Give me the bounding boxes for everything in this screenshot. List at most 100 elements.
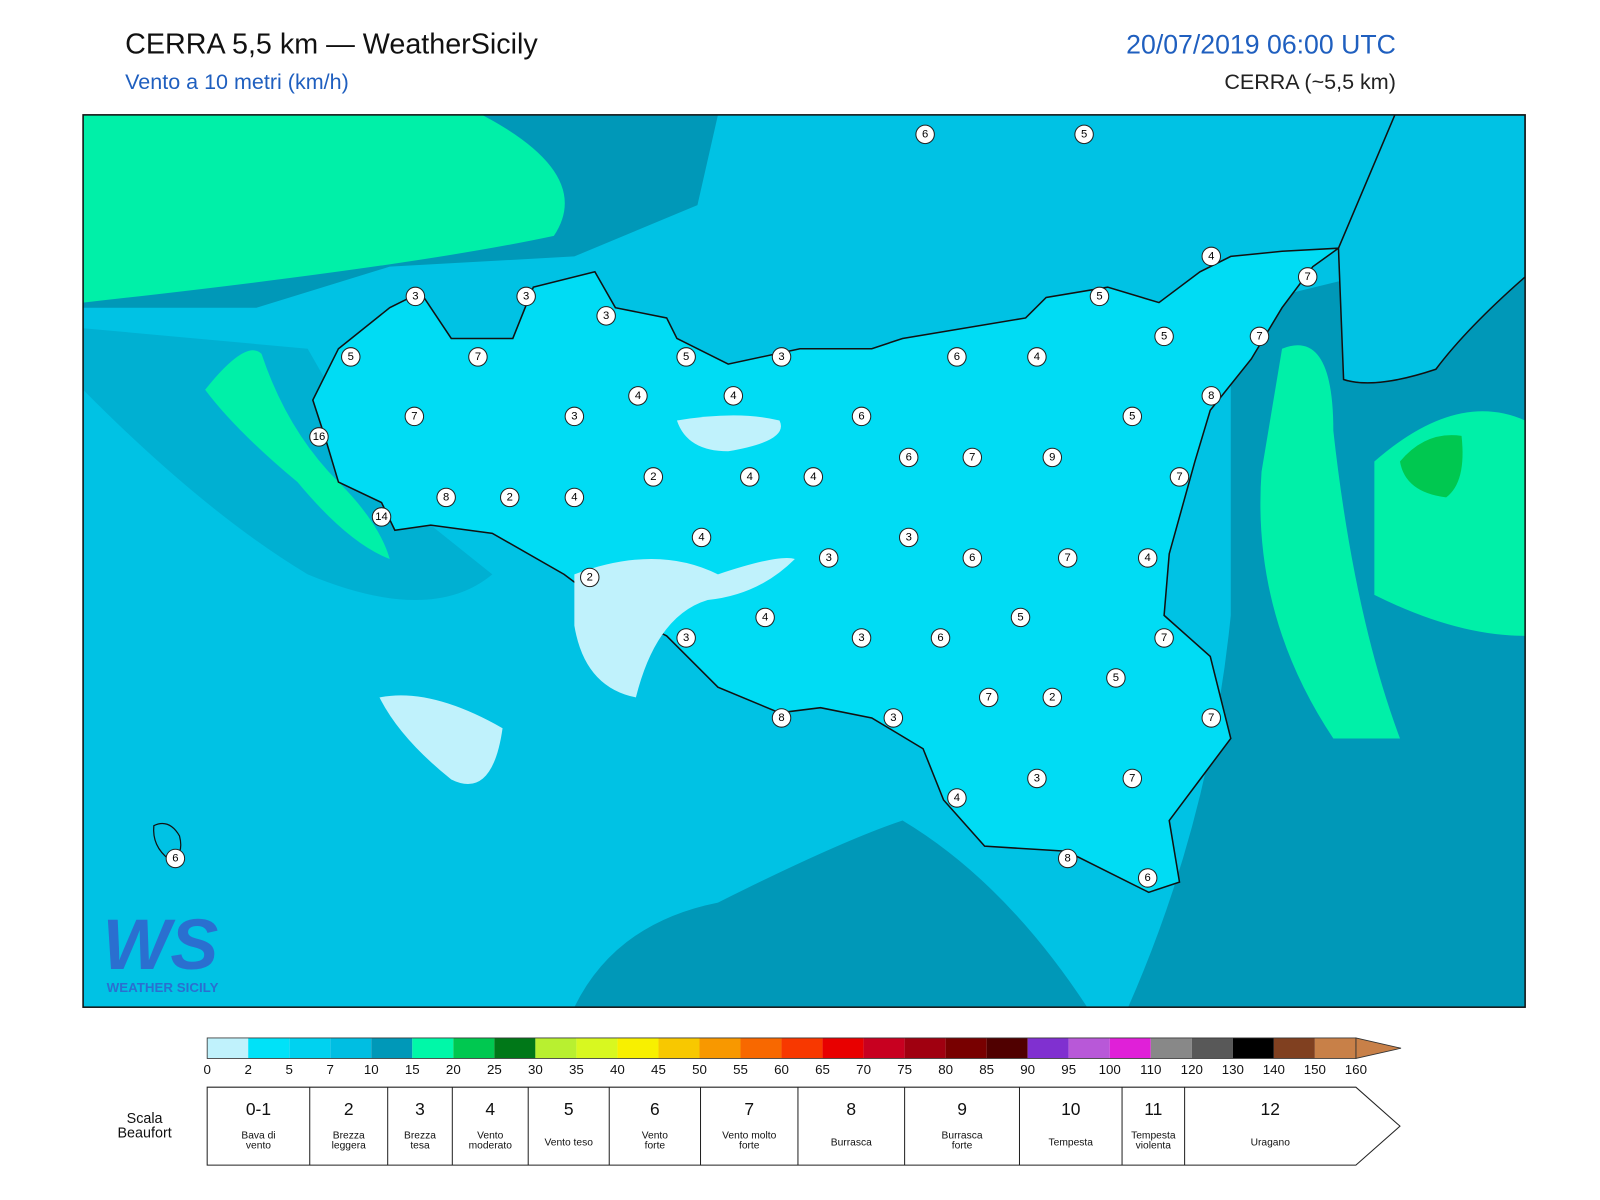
station-marker xyxy=(564,487,585,508)
station-marker xyxy=(1089,286,1110,307)
station-value: 4 xyxy=(1208,250,1214,262)
station-value: 4 xyxy=(635,390,641,402)
beaufort-force: 4 xyxy=(485,1099,495,1119)
station-marker xyxy=(436,487,456,508)
station-value: 5 xyxy=(1017,611,1023,623)
logo-mark: WS xyxy=(103,905,219,985)
beaufort-force: 3 xyxy=(415,1099,425,1119)
station-value: 7 xyxy=(1256,330,1262,342)
station-marker xyxy=(165,848,186,869)
station-value: 3 xyxy=(1034,772,1040,784)
beaufort-force: 12 xyxy=(1261,1099,1280,1119)
station-value: 6 xyxy=(969,552,975,564)
beaufort-desc: forte xyxy=(645,1141,666,1152)
station-value: 7 xyxy=(969,451,975,463)
beaufort-force: 5 xyxy=(564,1099,574,1119)
colorbar-segment xyxy=(453,1037,495,1059)
station-value: 4 xyxy=(1145,552,1151,564)
wind-band xyxy=(205,350,390,559)
station-marker xyxy=(676,347,696,367)
station-marker xyxy=(930,628,951,648)
wind-band xyxy=(676,415,781,452)
station-marker xyxy=(851,406,872,427)
colorbar-segment xyxy=(1273,1037,1315,1059)
station-marker xyxy=(1042,447,1063,468)
colorbar-tick-label: 45 xyxy=(651,1062,666,1077)
colorbar-segment xyxy=(781,1037,823,1059)
station-value: 7 xyxy=(1208,712,1214,724)
beaufort-desc: leggera xyxy=(332,1141,366,1152)
beaufort-desc: Burrasca xyxy=(942,1130,983,1141)
station-marker xyxy=(883,708,904,728)
colorbar-tick-label: 130 xyxy=(1222,1062,1244,1077)
beaufort-desc: Vento teso xyxy=(544,1138,593,1149)
logo-name: WEATHER SICILY xyxy=(107,980,219,995)
beaufort-force: 7 xyxy=(744,1099,754,1119)
station-marker xyxy=(1249,326,1270,347)
station-marker xyxy=(723,386,744,406)
colorbar-tick-label: 7 xyxy=(327,1062,334,1077)
colorbar-tick-label: 95 xyxy=(1061,1062,1076,1077)
station-value: 5 xyxy=(1081,128,1087,140)
colorbar-segment xyxy=(371,1037,413,1059)
beaufort-force: 9 xyxy=(957,1099,967,1119)
station-value: 3 xyxy=(571,410,577,422)
station-marker xyxy=(755,607,775,628)
beaufort-desc: Tempesta xyxy=(1131,1130,1176,1141)
station-marker xyxy=(771,347,792,367)
station-value: 2 xyxy=(1049,691,1055,703)
station-value: 6 xyxy=(937,632,943,644)
station-marker xyxy=(404,406,425,427)
colorbar-segment xyxy=(904,1037,946,1059)
colorbar-tick-label: 60 xyxy=(774,1062,789,1077)
station-value: 4 xyxy=(698,531,704,543)
beaufort-desc: Brezza xyxy=(404,1130,436,1141)
wind-band xyxy=(83,114,565,303)
colorbar-segment xyxy=(1191,1037,1233,1059)
beaufort-desc: Tempesta xyxy=(1049,1138,1094,1149)
beaufort-desc: Burrasca xyxy=(831,1138,872,1149)
beaufort-force: 11 xyxy=(1144,1099,1162,1119)
station-marker xyxy=(771,708,792,728)
station-marker xyxy=(1201,708,1222,728)
colorbar-segment xyxy=(330,1037,372,1059)
colorbar-segment xyxy=(1314,1037,1356,1059)
colorbar-segment xyxy=(248,1037,290,1059)
colorbar-segment xyxy=(494,1037,536,1059)
colorbar-segment xyxy=(740,1037,782,1059)
colorbar-segment xyxy=(658,1037,700,1059)
station-marker xyxy=(1297,267,1318,287)
station-value: 6 xyxy=(858,410,864,422)
station-value: 7 xyxy=(411,410,417,422)
wind-band xyxy=(1400,435,1463,498)
colorbar-tick-label: 20 xyxy=(446,1062,461,1077)
station-value: 3 xyxy=(826,552,832,564)
station-value: 5 xyxy=(348,351,354,363)
colorbar-tick-label: 140 xyxy=(1263,1062,1285,1077)
beaufort-desc: vento xyxy=(246,1141,271,1152)
station-marker xyxy=(691,527,712,548)
colorbar-segment xyxy=(1109,1037,1151,1059)
colorbar-tick-label: 5 xyxy=(286,1062,293,1077)
station-marker xyxy=(898,447,919,468)
beaufort-force: 10 xyxy=(1061,1099,1081,1119)
station-value: 3 xyxy=(906,531,912,543)
station-value: 8 xyxy=(443,491,449,503)
station-marker xyxy=(516,286,536,307)
station-marker xyxy=(1122,768,1143,789)
beaufort-desc: violenta xyxy=(1136,1141,1172,1152)
colorbar-tick-label: 30 xyxy=(528,1062,543,1077)
colorbar-tick-label: 160 xyxy=(1345,1062,1367,1077)
station-value: 3 xyxy=(523,290,529,302)
station-value: 4 xyxy=(954,792,960,804)
colorbar-tick-label: 80 xyxy=(938,1062,953,1077)
station-value: 3 xyxy=(683,632,689,644)
station-marker xyxy=(564,406,585,427)
station-value: 5 xyxy=(1096,290,1102,302)
beaufort-desc: Uragano xyxy=(1251,1138,1291,1149)
date: 20/07/2019 06:00 UTC xyxy=(1126,29,1396,59)
station-marker xyxy=(898,527,919,548)
